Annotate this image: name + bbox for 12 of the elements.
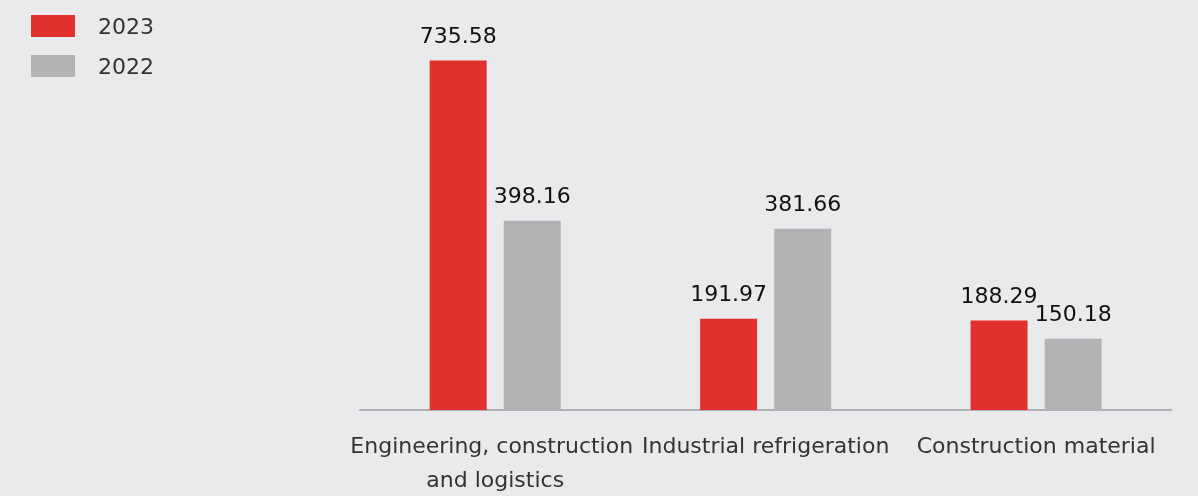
bar: [970, 320, 1028, 410]
legend-label: 2022: [98, 53, 154, 79]
x-tick-label: Industrial refrigeration: [641, 432, 890, 458]
data-label: 381.66: [764, 191, 842, 217]
data-label: 735.58: [419, 23, 497, 49]
x-tick-label: Construction material: [916, 432, 1156, 458]
bar: [429, 60, 487, 410]
bar: [700, 318, 758, 410]
x-tick-label: Engineering, construction and logistics: [350, 432, 641, 492]
data-label: 398.16: [493, 183, 571, 209]
legend-label: 2023: [98, 13, 154, 39]
data-label: 191.97: [690, 281, 768, 307]
